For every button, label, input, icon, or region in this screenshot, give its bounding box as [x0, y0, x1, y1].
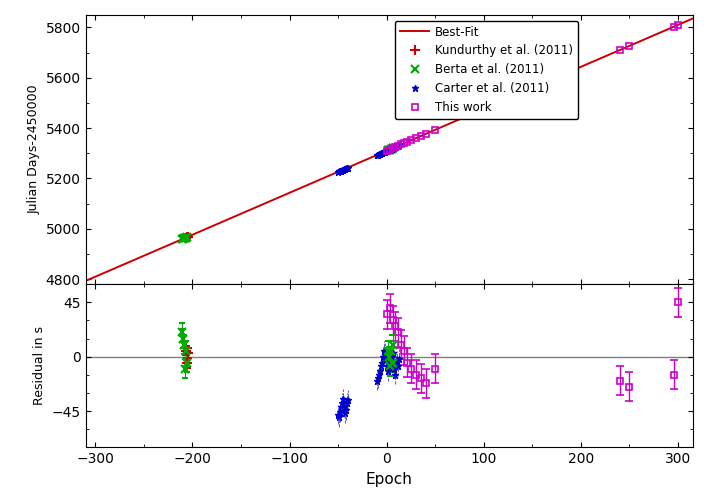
Best-Fit — [688, 15, 697, 21]
Line: Best-Fit: Best-Fit — [86, 18, 693, 281]
Best-Fit — [188, 232, 197, 238]
Y-axis label: Julian Days-2450000: Julian Days-2450000 — [27, 84, 40, 214]
Best-Fit — [356, 159, 365, 165]
Best-Fit — [487, 103, 496, 109]
Legend: Best-Fit, Kundurthy et al. (2011), Berta et al. (2011), Carter et al. (2011), Th: Best-Fit, Kundurthy et al. (2011), Berta… — [395, 21, 578, 119]
Best-Fit — [81, 278, 90, 284]
Y-axis label: Residual in s: Residual in s — [33, 326, 46, 405]
Best-Fit — [238, 210, 246, 216]
Best-Fit — [439, 123, 448, 129]
Best-Fit — [538, 81, 547, 86]
X-axis label: Epoch: Epoch — [366, 472, 413, 487]
